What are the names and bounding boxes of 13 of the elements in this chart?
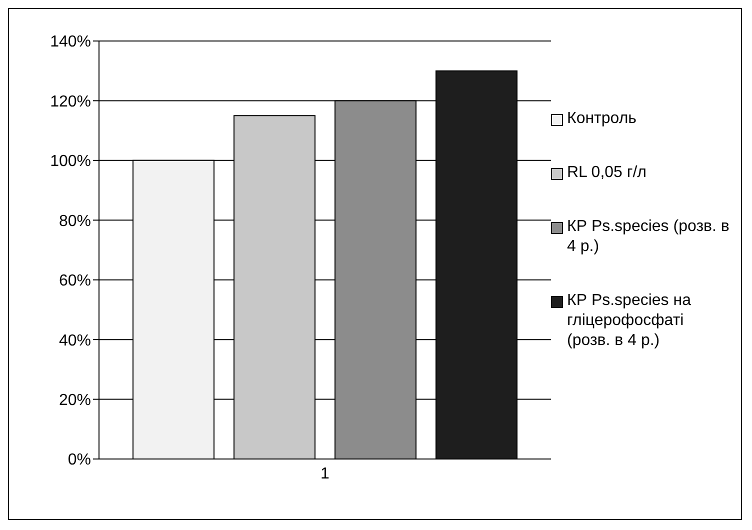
x-tick-label: 1 <box>320 465 330 482</box>
y-tick-label: 100% <box>50 153 91 170</box>
y-tick-label: 120% <box>50 93 91 110</box>
legend-label: КР Ps.species (розв. в 4 р.) <box>567 217 730 257</box>
y-tick-label: 0% <box>68 452 91 469</box>
legend-label: Контроль <box>567 109 636 129</box>
y-tick-label: 20% <box>58 392 91 409</box>
y-tick-label: 40% <box>58 332 91 350</box>
y-tick-label: 80% <box>58 212 91 230</box>
y-tick-label: 140% <box>50 34 91 51</box>
legend-label: КР Ps.species на гліцерофосфаті (розв. в 4 р.) <box>567 291 692 351</box>
y-tick-label: 60% <box>58 272 91 290</box>
legend-label: RL 0,05 г/л <box>567 163 647 183</box>
